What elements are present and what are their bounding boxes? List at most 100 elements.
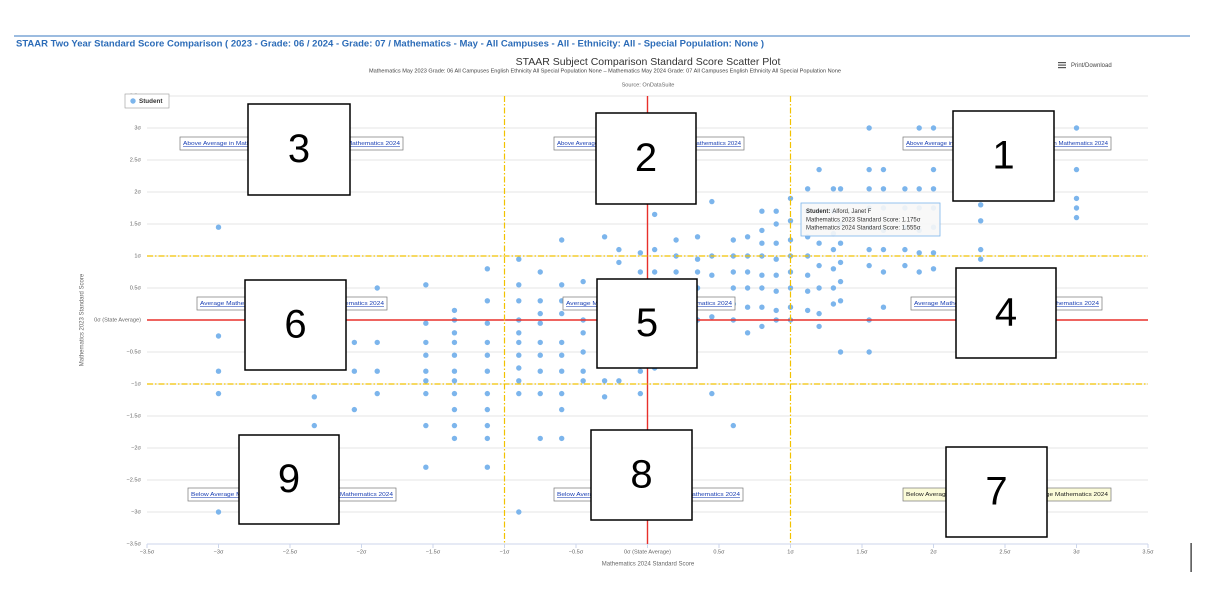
data-point[interactable] — [559, 406, 565, 413]
data-point[interactable] — [559, 339, 565, 346]
data-point[interactable] — [880, 186, 887, 192]
data-point[interactable] — [215, 509, 222, 515]
data-point[interactable] — [651, 246, 658, 253]
data-point[interactable] — [484, 352, 491, 358]
data-point[interactable] — [1073, 195, 1080, 202]
data-point[interactable] — [866, 186, 872, 192]
data-point[interactable] — [215, 333, 222, 339]
data-point[interactable] — [709, 272, 715, 278]
data-point[interactable] — [866, 262, 872, 269]
data-point[interactable] — [816, 166, 822, 173]
data-point[interactable] — [744, 234, 751, 240]
data-point[interactable] — [830, 186, 837, 192]
data-point[interactable] — [516, 330, 522, 336]
data-point[interactable] — [730, 422, 736, 429]
data-point[interactable] — [744, 269, 751, 275]
data-point[interactable] — [537, 339, 543, 346]
data-point[interactable] — [374, 390, 380, 397]
data-point[interactable] — [730, 237, 736, 243]
data-point[interactable] — [773, 240, 779, 246]
data-point[interactable] — [804, 288, 811, 294]
data-point[interactable] — [744, 285, 751, 291]
data-point[interactable] — [537, 269, 543, 275]
data-point[interactable] — [537, 390, 543, 397]
data-point[interactable] — [484, 368, 491, 374]
data-point[interactable] — [759, 227, 765, 234]
data-point[interactable] — [694, 256, 701, 262]
data-point[interactable] — [709, 314, 715, 320]
data-point[interactable] — [816, 285, 822, 291]
data-point[interactable] — [215, 390, 222, 397]
data-point[interactable] — [423, 378, 429, 384]
data-point[interactable] — [559, 435, 565, 442]
data-point[interactable] — [451, 368, 458, 374]
data-point[interactable] — [374, 368, 380, 374]
data-point[interactable] — [1073, 166, 1080, 173]
data-point[interactable] — [773, 272, 779, 278]
data-point[interactable] — [484, 320, 491, 326]
data-point[interactable] — [451, 352, 458, 358]
data-point[interactable] — [816, 323, 822, 330]
data-point[interactable] — [787, 195, 794, 202]
data-point[interactable] — [516, 390, 522, 397]
data-point[interactable] — [837, 298, 844, 304]
data-point[interactable] — [537, 310, 543, 317]
data-point[interactable] — [423, 422, 429, 429]
data-point[interactable] — [423, 390, 429, 397]
data-point[interactable] — [616, 378, 622, 384]
data-point[interactable] — [516, 256, 522, 262]
data-point[interactable] — [694, 234, 701, 240]
data-point[interactable] — [866, 246, 872, 253]
data-point[interactable] — [830, 246, 837, 253]
data-point[interactable] — [215, 224, 222, 230]
data-point[interactable] — [311, 422, 318, 429]
data-point[interactable] — [423, 464, 429, 470]
data-point[interactable] — [484, 435, 491, 442]
data-point[interactable] — [930, 166, 937, 173]
data-point[interactable] — [816, 240, 822, 246]
data-point[interactable] — [830, 285, 837, 291]
data-point[interactable] — [759, 285, 765, 291]
data-point[interactable] — [374, 339, 380, 346]
data-point[interactable] — [559, 237, 565, 243]
print-download[interactable]: Print/Download — [1071, 63, 1112, 69]
data-point[interactable] — [977, 246, 984, 253]
data-point[interactable] — [516, 339, 522, 346]
data-point[interactable] — [559, 368, 565, 374]
data-point[interactable] — [902, 262, 908, 269]
data-point[interactable] — [930, 250, 937, 256]
data-point[interactable] — [616, 246, 622, 253]
data-point[interactable] — [559, 390, 565, 397]
data-point[interactable] — [916, 250, 922, 256]
data-point[interactable] — [537, 368, 543, 374]
data-point[interactable] — [559, 282, 565, 288]
data-point[interactable] — [773, 256, 779, 262]
data-point[interactable] — [451, 330, 458, 336]
data-point[interactable] — [730, 285, 736, 291]
data-point[interactable] — [930, 186, 937, 192]
data-point[interactable] — [601, 378, 608, 384]
data-point[interactable] — [759, 304, 765, 310]
data-point[interactable] — [837, 278, 844, 285]
data-point[interactable] — [580, 368, 586, 374]
data-point[interactable] — [559, 352, 565, 358]
data-point[interactable] — [694, 269, 701, 275]
data-point[interactable] — [837, 240, 844, 246]
data-point[interactable] — [744, 304, 751, 310]
data-point[interactable] — [804, 307, 811, 314]
data-point[interactable] — [902, 186, 908, 192]
data-point[interactable] — [351, 406, 358, 413]
data-point[interactable] — [580, 330, 586, 336]
data-point[interactable] — [759, 323, 765, 330]
data-point[interactable] — [773, 307, 779, 314]
data-point[interactable] — [601, 394, 608, 400]
data-point[interactable] — [484, 422, 491, 429]
data-point[interactable] — [516, 282, 522, 288]
data-point[interactable] — [451, 378, 458, 384]
data-point[interactable] — [537, 352, 543, 358]
data-point[interactable] — [451, 307, 458, 314]
data-point[interactable] — [451, 406, 458, 413]
data-point[interactable] — [451, 435, 458, 442]
data-point[interactable] — [880, 304, 887, 310]
data-point[interactable] — [351, 339, 358, 346]
